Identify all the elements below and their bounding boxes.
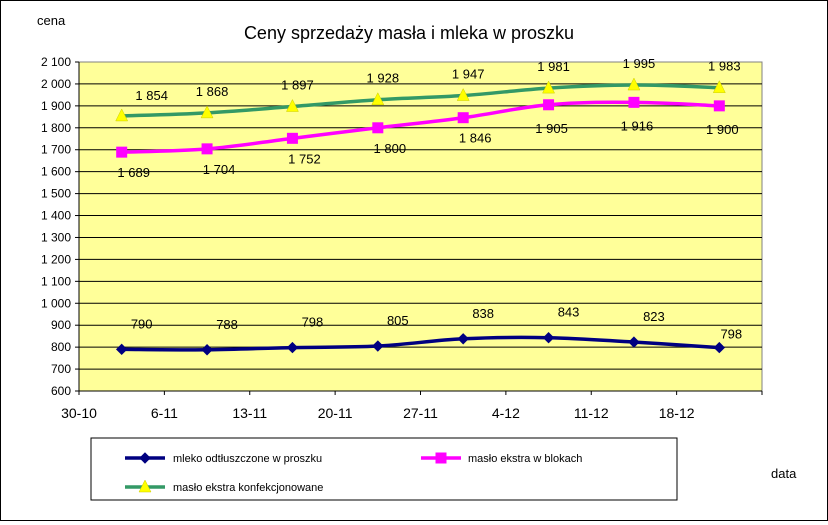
data-label: 1 928 <box>367 71 400 86</box>
x-tick-label: 18-12 <box>659 405 695 421</box>
data-label: 1 897 <box>281 78 314 93</box>
data-label: 838 <box>472 306 494 321</box>
data-point-marker <box>435 452 447 464</box>
data-label: 823 <box>643 309 665 324</box>
series-line <box>121 335 720 352</box>
x-tick-label: 30-10 <box>61 405 97 421</box>
legend-label: masło ekstra konfekcjonowane <box>173 482 323 494</box>
y-tick-label: 1 100 <box>41 274 71 288</box>
y-tick-label: 1 200 <box>41 252 71 266</box>
data-point-marker <box>286 132 298 144</box>
x-tick-label: 11-12 <box>574 405 609 421</box>
y-tick-label: 1 400 <box>41 209 71 223</box>
data-point-marker <box>372 340 384 352</box>
data-point-marker <box>115 108 129 122</box>
chart-title: Ceny sprzedaży masła i mleka w proszku <box>244 23 574 43</box>
data-point-marker <box>456 87 470 101</box>
x-tick-label: 20-11 <box>318 405 353 421</box>
data-point-marker <box>713 100 725 112</box>
y-tick-label: 2 000 <box>41 77 71 91</box>
data-label: 1 689 <box>117 165 150 180</box>
data-point-marker <box>138 479 152 493</box>
data-label: 805 <box>387 313 409 328</box>
data-point-marker <box>372 122 384 134</box>
data-labels: 790 788 798 805 838 843 823 798 1 689 1 704 1 752 1… <box>117 56 742 342</box>
y-tick-label: 600 <box>51 384 71 398</box>
data-label: 790 <box>131 316 153 331</box>
data-label: 1 947 <box>452 67 485 82</box>
series-line <box>121 100 720 154</box>
legend-label: mleko odtłuszczone w proszku <box>173 453 322 465</box>
data-label: 1 916 <box>621 118 654 133</box>
data-point-marker <box>139 452 151 464</box>
data-point-marker <box>713 341 726 354</box>
data-point-marker <box>628 96 640 108</box>
data-point-marker <box>201 143 213 155</box>
data-point-marker <box>286 98 299 112</box>
data-point-marker <box>286 341 299 354</box>
data-label: 1 800 <box>374 141 407 156</box>
data-point-marker <box>371 92 385 105</box>
data-label: 1 846 <box>459 131 492 146</box>
data-point-marker <box>201 344 213 356</box>
data-label: 843 <box>558 305 580 320</box>
gridlines <box>75 61 763 395</box>
y-tick-label: 800 <box>51 340 71 354</box>
y-tick-labels: 600 700 800 900 1 000 1 100 1 200 1 300 1 400 1 5… <box>41 55 71 398</box>
data-label: 1 900 <box>706 122 739 137</box>
data-label: 798 <box>720 327 742 342</box>
x-tick-labels: 30-10 6-11 13-11 20-11 27-11 4-12 11-12 18-12 <box>61 405 695 421</box>
data-point-marker <box>200 105 214 119</box>
series-line <box>121 83 720 118</box>
data-label: 1 983 <box>708 59 741 74</box>
data-label: 1 752 <box>288 151 321 166</box>
data-label: 1 981 <box>537 59 570 74</box>
data-point-marker <box>542 331 555 344</box>
x-tick-label: 27-11 <box>403 405 438 421</box>
legend: mleko odtłuszczone w proszku masło ekstra… <box>125 452 582 494</box>
data-point-marker <box>712 80 726 93</box>
series-group <box>115 77 726 356</box>
y-tick-label: 1 300 <box>41 230 71 244</box>
x-tick-label: 4-12 <box>492 405 520 421</box>
y-tick-label: 2 100 <box>41 55 71 69</box>
data-point-marker <box>116 146 128 158</box>
x-tick-label: 13-11 <box>232 405 267 421</box>
data-label: 798 <box>302 315 324 330</box>
data-label: 1 868 <box>196 84 229 99</box>
data-point-marker <box>457 112 469 124</box>
y-tick-label: 1 800 <box>41 121 71 135</box>
data-point-marker <box>628 336 640 348</box>
y-tick-label: 1 000 <box>41 296 71 310</box>
legend-label: masło ekstra w blokach <box>468 453 582 465</box>
y-axis-label: cena <box>37 13 66 28</box>
data-label: 1 704 <box>203 162 236 177</box>
y-tick-label: 1 600 <box>41 165 71 179</box>
data-point-marker <box>627 77 641 91</box>
y-tick-label: 900 <box>51 318 71 332</box>
y-tick-label: 700 <box>51 362 71 376</box>
x-axis-label: data <box>771 466 797 481</box>
data-label: 1 854 <box>135 88 168 103</box>
data-label: 788 <box>216 317 238 332</box>
data-point-marker <box>457 333 469 345</box>
data-label: 1 905 <box>535 121 568 136</box>
data-label: 1 995 <box>623 56 656 71</box>
x-tick-label: 6-11 <box>151 405 178 421</box>
y-tick-label: 1 900 <box>41 99 71 113</box>
data-point-marker <box>115 343 128 356</box>
y-tick-label: 1 700 <box>41 143 71 157</box>
data-point-marker <box>542 80 555 94</box>
plot-area <box>78 61 763 392</box>
legend-box <box>90 437 678 501</box>
data-point-marker <box>543 99 555 111</box>
y-tick-label: 1 500 <box>41 187 71 201</box>
